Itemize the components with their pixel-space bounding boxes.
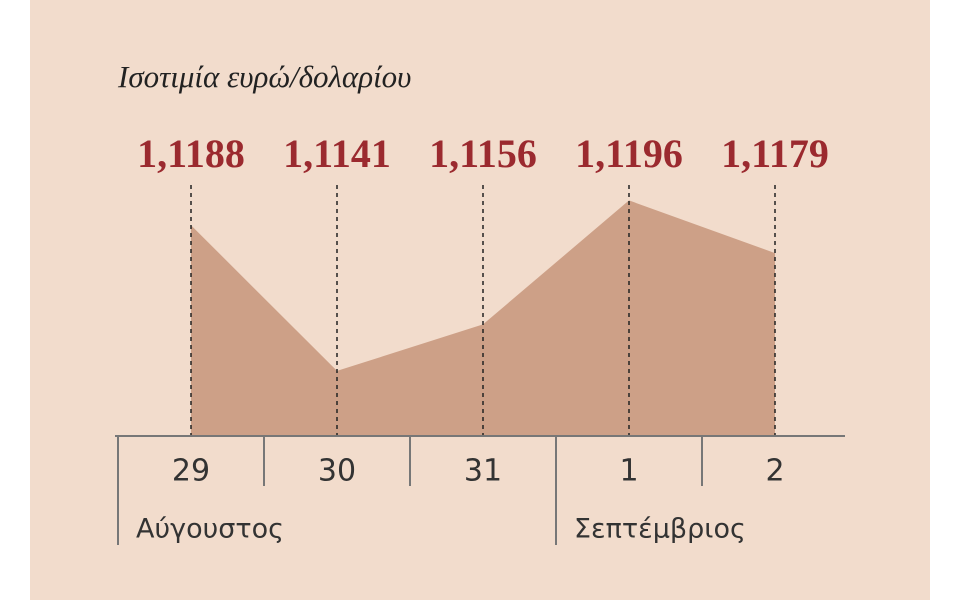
x-tick-label: 2 — [765, 454, 784, 489]
panel — [30, 0, 930, 600]
value-label: 1,1188 — [137, 131, 245, 176]
value-label: 1,1156 — [429, 131, 537, 176]
x-tick-label: 1 — [619, 454, 638, 489]
value-label: 1,1179 — [721, 131, 829, 176]
chart-title: Ισοτιμία ευρώ/δολαρίου — [117, 59, 411, 94]
x-tick-label: 30 — [318, 454, 356, 489]
group-label: Αύγουστος — [136, 514, 284, 545]
value-label: 1,1141 — [283, 131, 391, 176]
value-label: 1,1196 — [575, 131, 683, 176]
x-tick-label: 29 — [172, 454, 210, 489]
x-tick-label: 31 — [464, 454, 502, 489]
group-label: Σεπτέμβριος — [574, 514, 746, 545]
